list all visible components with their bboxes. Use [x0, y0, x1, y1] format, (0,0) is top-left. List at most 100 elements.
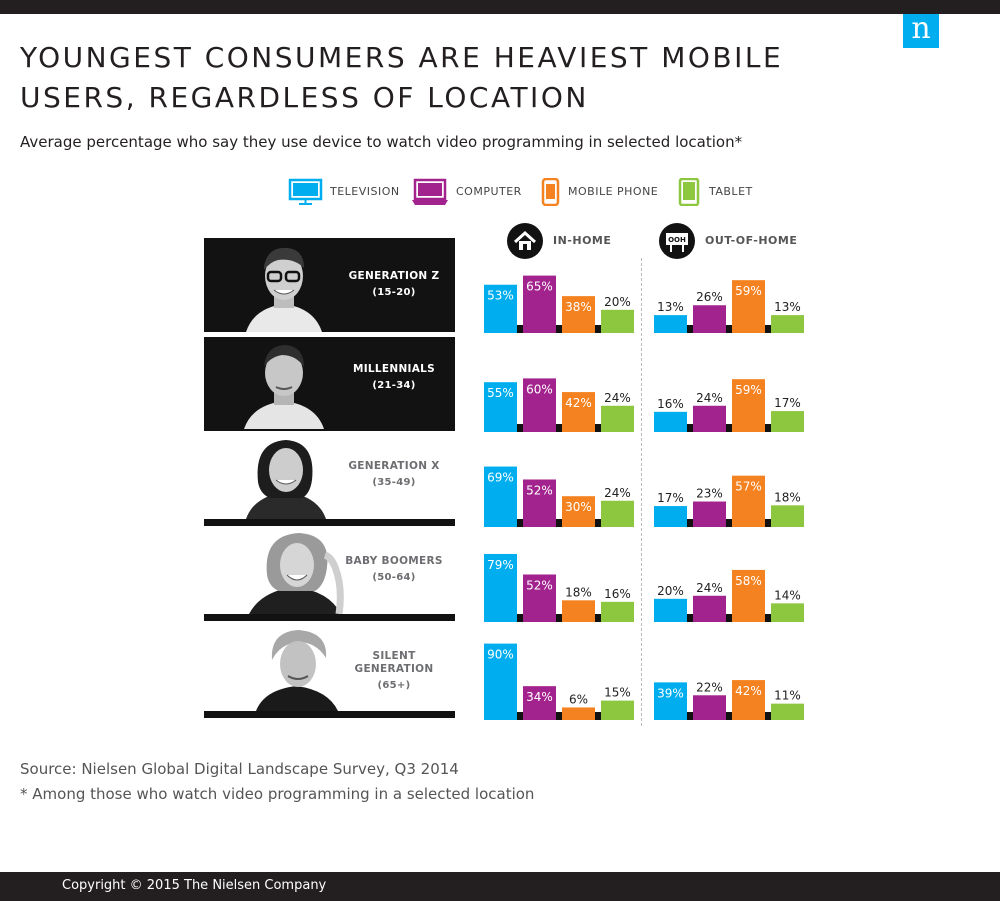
bar-out-of-home-tablet [771, 315, 804, 333]
tablet-icon [678, 178, 700, 206]
footer-notes: Source: Nielsen Global Digital Landscape… [20, 757, 534, 807]
bar-value-label: 13% [774, 300, 801, 314]
generation-label: GENERATION X (35-49) [334, 460, 454, 489]
bar-value-label: 24% [696, 581, 723, 595]
bar-out-of-home-mobile-phone [732, 475, 765, 527]
panel-baseline [204, 711, 455, 718]
bar-value-label: 16% [657, 397, 684, 411]
legend-label: TELEVISION [330, 185, 400, 198]
bar-value-label: 57% [735, 480, 762, 494]
bar-out-of-home-television [654, 682, 687, 720]
panel-baseline [204, 519, 455, 526]
bar-value-label: 23% [696, 487, 723, 501]
generation-label: GENERATION Z (15-20) [334, 270, 454, 299]
bar-value-label: 6% [569, 692, 588, 706]
bar-out-of-home-mobile-phone [732, 280, 765, 333]
bar-out-of-home-computer [693, 595, 726, 622]
bar-out-of-home-television [654, 598, 687, 622]
location-label: OUT-OF-HOME [705, 234, 798, 247]
top-bar [0, 0, 1000, 14]
bar-value-label: 65% [526, 280, 553, 294]
bar-value-label: 14% [774, 588, 801, 602]
bar-in-home-mobile-phone [562, 296, 595, 333]
generation-name: BABY BOOMERS [345, 555, 443, 567]
bar-out-of-home-tablet [771, 603, 804, 622]
bar-value-label: 52% [526, 578, 553, 592]
bar-value-label: 55% [487, 386, 514, 400]
bar-baseline-in-home [484, 424, 634, 432]
bar-in-home-television [484, 466, 517, 527]
generation-label: SILENT GENERATION (65+) [334, 650, 454, 692]
bar-value-label: 59% [735, 284, 762, 298]
nielsen-logo: n [903, 14, 939, 48]
footnote: * Among those who watch video programmin… [20, 785, 535, 803]
legend-label: COMPUTER [456, 185, 522, 198]
generation-age: (50-64) [372, 572, 416, 583]
generation-panel-millennials: MILLENNIALS (21-34) [204, 337, 455, 431]
bar-value-label: 26% [696, 290, 723, 304]
bar-in-home-television [484, 382, 517, 432]
bar-in-home-computer [523, 686, 556, 720]
bar-value-label: 42% [735, 684, 762, 698]
generation-panel-silent-generation: SILENT GENERATION (65+) [204, 624, 455, 718]
bar-in-home-mobile-phone [562, 600, 595, 622]
bar-value-label: 16% [604, 587, 631, 601]
bar-value-label: 58% [735, 574, 762, 588]
bar-in-home-television [484, 643, 517, 720]
generation-name: GENERATION Z [348, 270, 440, 282]
bar-in-home-mobile-phone [562, 392, 595, 432]
bar-baseline-in-home [484, 325, 634, 333]
legend-label: MOBILE PHONE [568, 185, 659, 198]
bar-baseline-out-of-home [654, 712, 804, 720]
bar-in-home-mobile-phone [562, 707, 595, 720]
bar-value-label: 13% [657, 300, 684, 314]
portrait-baby-boomers [249, 533, 344, 614]
bar-in-home-tablet [601, 405, 634, 432]
source-note: Source: Nielsen Global Digital Landscape… [20, 760, 459, 778]
bar-baseline-out-of-home [654, 614, 804, 622]
generation-age: (35-49) [372, 477, 416, 488]
bar-value-label: 24% [604, 391, 631, 405]
bar-in-home-television [484, 553, 517, 622]
bar-out-of-home-tablet [771, 505, 804, 527]
bar-out-of-home-television [654, 506, 687, 527]
chart-subtitle: Average percentage who say they use devi… [20, 133, 743, 151]
bar-in-home-tablet [601, 500, 634, 527]
bar-value-label: 34% [526, 690, 553, 704]
generation-label: BABY BOOMERS (50-64) [334, 555, 454, 584]
television-icon [288, 178, 323, 205]
bar-in-home-computer [523, 275, 556, 333]
bar-value-label: 90% [487, 648, 514, 662]
bar-value-label: 11% [774, 689, 801, 703]
legend-label: TABLET [709, 185, 753, 198]
copyright-bar: Copyright © 2015 The Nielsen Company [0, 872, 1000, 901]
bar-baseline-in-home [484, 614, 634, 622]
mobile-phone-icon [541, 178, 560, 206]
ooh-sign-text: OOH [668, 236, 686, 244]
bar-value-label: 53% [487, 289, 514, 303]
bar-in-home-tablet [601, 601, 634, 622]
home-icon [507, 223, 543, 259]
generation-panel-gen-z: GENERATION Z (15-20) [204, 238, 455, 332]
bar-value-label: 39% [657, 686, 684, 700]
ooh-sign-icon: OOH [659, 223, 695, 259]
portrait-gen-z [246, 247, 322, 332]
bar-out-of-home-television [654, 411, 687, 432]
bar-out-of-home-tablet [771, 703, 804, 720]
panel-baseline [204, 614, 455, 621]
bar-value-label: 69% [487, 471, 514, 485]
bar-out-of-home-tablet [771, 411, 804, 432]
bar-in-home-computer [523, 574, 556, 622]
bar-value-label: 22% [696, 680, 723, 694]
bar-baseline-out-of-home [654, 519, 804, 527]
bar-value-label: 20% [657, 584, 684, 598]
bar-value-label: 42% [565, 396, 592, 410]
generation-name: SILENT GENERATION [354, 650, 434, 675]
generation-panel-gen-x: GENERATION X (35-49) [204, 432, 455, 526]
bar-value-label: 17% [657, 491, 684, 505]
portrait-silent-generation [256, 630, 338, 711]
bar-baseline-out-of-home [654, 325, 804, 333]
bar-value-label: 15% [604, 686, 631, 700]
bar-value-label: 38% [565, 300, 592, 314]
bar-value-label: 79% [487, 558, 514, 572]
